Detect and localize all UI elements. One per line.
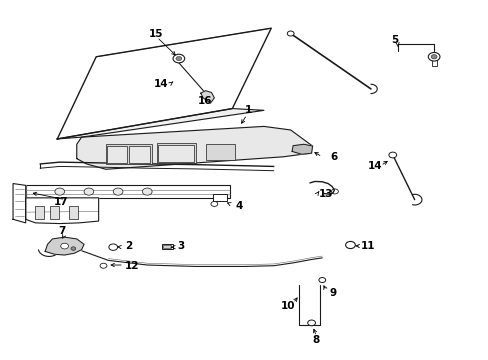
Bar — [157, 143, 196, 163]
Polygon shape — [57, 28, 271, 139]
Bar — [26, 185, 229, 198]
Circle shape — [61, 243, 68, 249]
Circle shape — [318, 278, 325, 283]
Circle shape — [176, 57, 182, 61]
Circle shape — [113, 188, 122, 195]
Circle shape — [142, 188, 152, 195]
Circle shape — [307, 320, 315, 326]
Text: 11: 11 — [361, 241, 375, 251]
Bar — [107, 146, 126, 163]
Bar — [162, 244, 172, 249]
Circle shape — [388, 152, 396, 158]
Polygon shape — [57, 109, 264, 139]
Text: 8: 8 — [312, 335, 320, 345]
Text: 5: 5 — [391, 35, 398, 45]
Text: 14: 14 — [153, 78, 168, 89]
Text: 1: 1 — [244, 105, 251, 115]
Text: 16: 16 — [197, 96, 211, 106]
Circle shape — [173, 54, 184, 63]
Polygon shape — [45, 237, 84, 255]
Circle shape — [71, 247, 76, 250]
Bar — [50, 206, 59, 219]
Circle shape — [84, 188, 94, 195]
Circle shape — [430, 55, 436, 59]
Bar — [128, 146, 150, 163]
Polygon shape — [291, 144, 312, 154]
Polygon shape — [77, 126, 312, 169]
Text: 14: 14 — [367, 161, 381, 171]
Circle shape — [55, 188, 64, 195]
Bar — [205, 144, 234, 160]
Text: 10: 10 — [281, 301, 295, 311]
Circle shape — [210, 202, 217, 206]
Text: 12: 12 — [124, 261, 139, 271]
Circle shape — [345, 242, 355, 249]
Text: 13: 13 — [318, 189, 333, 199]
Text: 3: 3 — [177, 241, 184, 251]
Bar — [69, 206, 78, 219]
Text: 2: 2 — [125, 241, 132, 251]
Bar — [106, 144, 152, 164]
Bar — [212, 194, 227, 202]
Text: 7: 7 — [59, 226, 66, 236]
Circle shape — [427, 53, 439, 61]
Text: 4: 4 — [236, 201, 243, 211]
Text: 9: 9 — [329, 288, 336, 297]
Circle shape — [100, 263, 107, 268]
Polygon shape — [201, 91, 214, 103]
Bar — [431, 59, 436, 66]
Bar — [158, 145, 194, 162]
Polygon shape — [26, 198, 99, 224]
Text: 15: 15 — [148, 28, 163, 39]
Polygon shape — [13, 184, 26, 223]
Text: 6: 6 — [330, 152, 337, 162]
Bar — [35, 206, 44, 219]
Circle shape — [331, 189, 338, 194]
Bar — [163, 245, 171, 248]
Text: 17: 17 — [53, 197, 68, 207]
Circle shape — [287, 31, 293, 36]
Circle shape — [109, 244, 117, 250]
